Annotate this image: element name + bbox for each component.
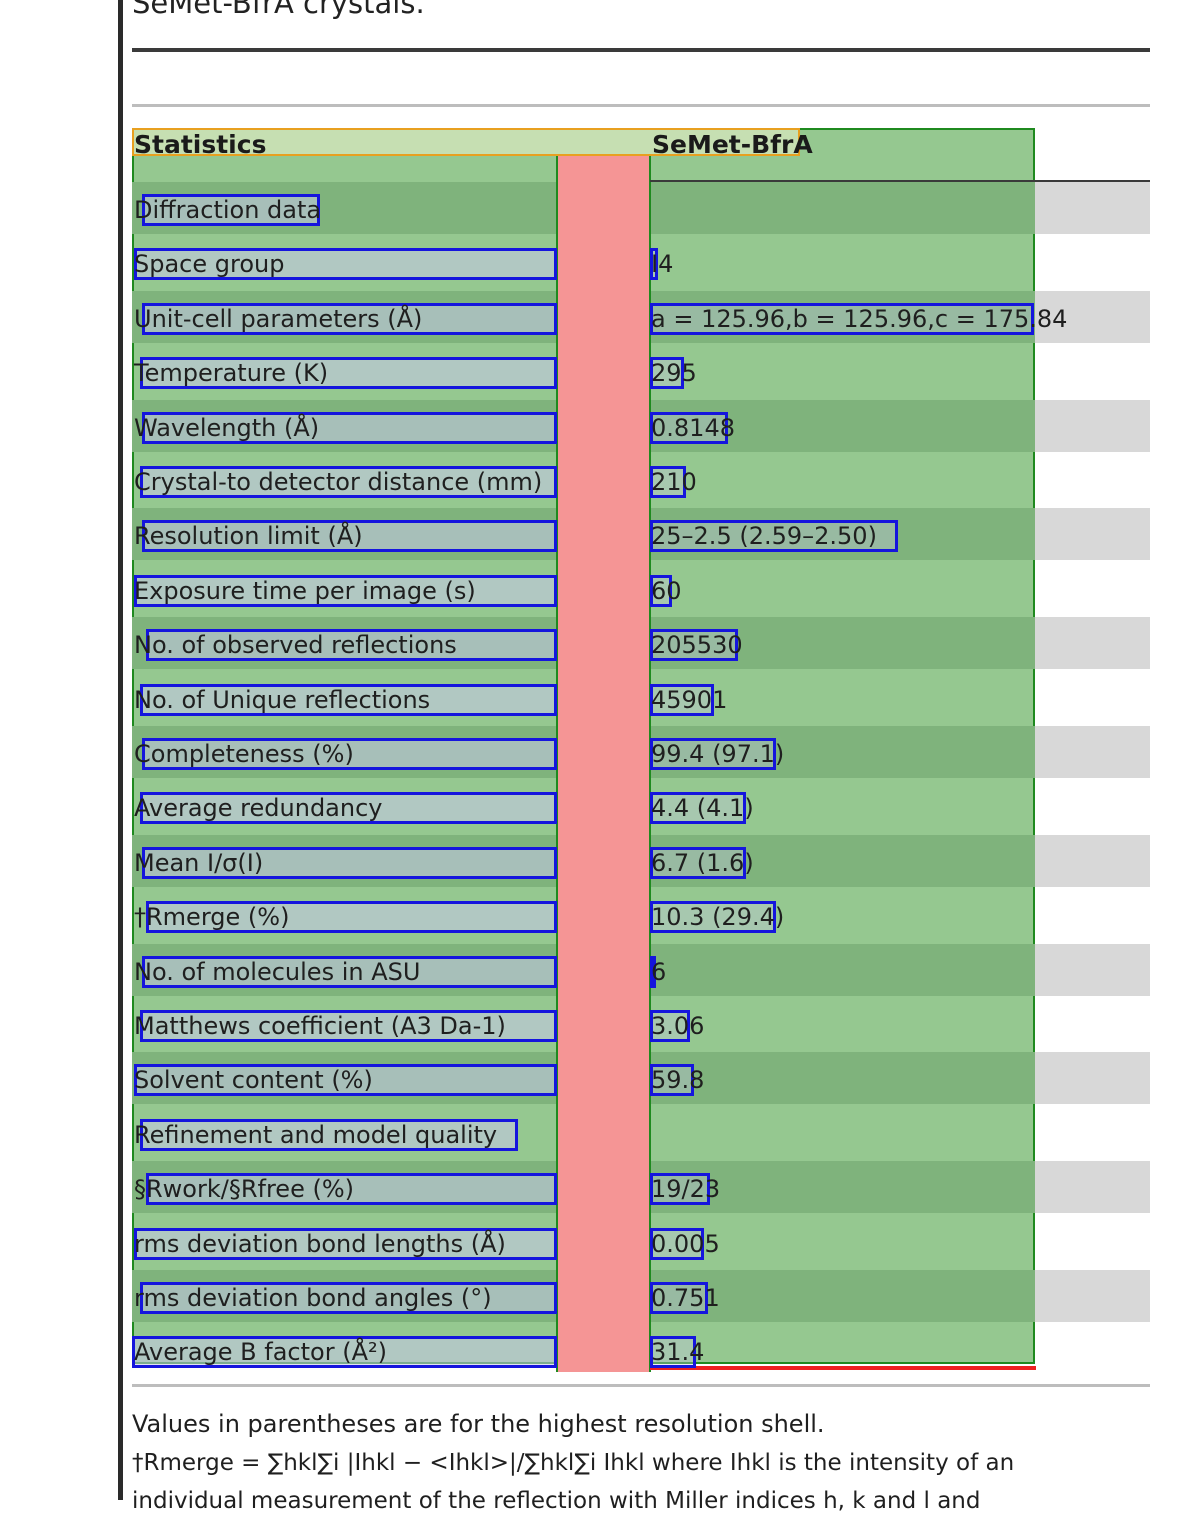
value-bbox [650, 1010, 690, 1042]
value-bbox [650, 248, 658, 280]
value-bbox [650, 575, 672, 607]
label-bbox [134, 248, 557, 280]
row-value: 10.3 (29.4) [651, 903, 785, 931]
value-bbox [650, 738, 776, 770]
column-header-statistics: Statistics [134, 130, 267, 159]
row-value: I4 [651, 250, 674, 278]
row-value: 59.8 [651, 1066, 705, 1094]
row-value: 19/23 [651, 1175, 721, 1203]
row-label: No. of observed reflections [134, 631, 457, 659]
row-label: No. of molecules in ASU [134, 958, 421, 986]
column-header-semet-bfra: SeMet-BfrA [652, 130, 813, 159]
row-value: a = 125.96,b = 125.96,c = 175.84 [651, 305, 1068, 333]
footnote-parentheses: Values in parentheses are for the highes… [132, 1410, 825, 1438]
row-value: 210 [651, 468, 697, 496]
label-bbox [146, 629, 557, 661]
left-margin-rule [118, 0, 123, 1500]
row-value: 6 [651, 958, 667, 986]
label-bbox [140, 1282, 557, 1314]
row-value: 31.4 [651, 1338, 705, 1366]
label-column-divider [556, 128, 558, 1372]
footnote-continuation: individual measurement of the reflection… [132, 1488, 981, 1514]
label-bbox [140, 1119, 518, 1151]
value-bbox [650, 1228, 704, 1260]
row-value: 3.06 [651, 1012, 705, 1040]
label-bbox [142, 738, 557, 770]
row-label: Diffraction data [134, 196, 322, 224]
value-bbox [650, 303, 1034, 335]
value-bbox [650, 357, 684, 389]
value-bbox [650, 1064, 694, 1096]
row-label: Refinement and model quality [134, 1121, 498, 1149]
row-label: †Rmerge (%) [134, 903, 290, 931]
row-value: 6.7 (1.6) [651, 849, 754, 877]
label-bbox [140, 1010, 557, 1042]
table-caption: SeMet-BfrA crystals. [132, 0, 425, 20]
label-bbox [146, 901, 557, 933]
value-bbox [650, 901, 776, 933]
label-bbox [142, 303, 557, 335]
row-label: Exposure time per image (s) [134, 577, 476, 605]
label-bbox [142, 956, 557, 988]
footnote-rmerge: †Rmerge = ∑hkl∑i |Ihkl − <Ihkl>|/∑hkl∑i … [132, 1450, 1015, 1476]
row-label: Temperature (K) [134, 359, 329, 387]
row-value: 0.751 [651, 1284, 720, 1312]
row-value: 60 [651, 577, 682, 605]
row-label: Average B factor (Å²) [134, 1338, 387, 1366]
row-label: Crystal-to detector distance (mm) [134, 468, 543, 496]
table-bottom-edge-overlay [650, 1366, 1036, 1370]
label-bbox [134, 1228, 557, 1260]
header-row-overlay [132, 128, 800, 156]
value-bbox [650, 847, 746, 879]
label-bbox [142, 520, 557, 552]
row-label: §Rwork/§Rfree (%) [134, 1175, 354, 1203]
label-bbox [142, 847, 557, 879]
value-bbox [650, 412, 728, 444]
row-value: 45901 [651, 686, 728, 714]
row-label: Wavelength (Å) [134, 414, 320, 442]
label-bbox [146, 1173, 557, 1205]
label-bbox [140, 466, 557, 498]
row-label: rms deviation bond lengths (Å) [134, 1230, 506, 1258]
value-bbox [650, 466, 686, 498]
value-bbox [650, 684, 714, 716]
bottom-thin-rule [132, 1384, 1150, 1387]
label-bbox [140, 357, 557, 389]
label-bbox [134, 1064, 557, 1096]
row-value: 99.4 (97.1) [651, 740, 785, 768]
row-label: Mean I/σ(I) [134, 849, 264, 877]
row-label: Matthews coefficient (A3 Da-1) [134, 1012, 506, 1040]
row-label: No. of Unique reflections [134, 686, 431, 714]
label-bbox [142, 412, 557, 444]
label-bbox [140, 684, 557, 716]
row-value: 25–2.5 (2.59–2.50) [651, 522, 877, 550]
row-label: Resolution limit (Å) [134, 522, 363, 550]
row-value: 295 [651, 359, 697, 387]
label-bbox [142, 194, 320, 226]
top-thick-rule [132, 48, 1150, 52]
row-label: Completeness (%) [134, 740, 354, 768]
value-bbox [650, 792, 746, 824]
row-label: Solvent content (%) [134, 1066, 373, 1094]
row-label: rms deviation bond angles (°) [134, 1284, 492, 1312]
row-value: 205530 [651, 631, 743, 659]
row-value: 0.005 [651, 1230, 720, 1258]
value-bbox [650, 1173, 710, 1205]
label-bbox [134, 575, 557, 607]
header-rule [650, 180, 1150, 182]
row-value: 4.4 (4.1) [651, 794, 754, 822]
row-label: Space group [134, 250, 285, 278]
label-bbox [132, 1336, 557, 1368]
label-bbox [140, 792, 557, 824]
row-label: Average redundancy [134, 794, 383, 822]
row-label: Unit-cell parameters (Å) [134, 305, 423, 333]
value-bbox [650, 956, 656, 988]
value-bbox [650, 629, 738, 661]
value-bbox [650, 1336, 696, 1368]
top-thin-rule [132, 104, 1150, 107]
column-gap-overlay [558, 128, 650, 1372]
value-bbox [650, 520, 898, 552]
row-value: 0.8148 [651, 414, 735, 442]
value-bbox [650, 1282, 708, 1314]
